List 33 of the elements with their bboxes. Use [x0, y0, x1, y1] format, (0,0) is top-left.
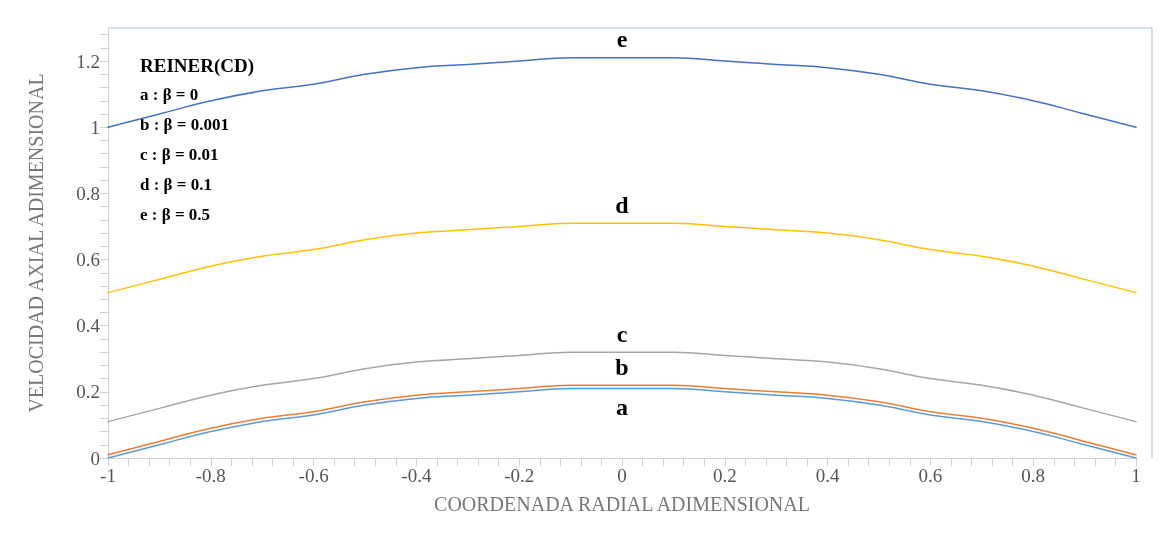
line-series — [107, 351, 1137, 423]
x-tick-label: 1 — [1131, 465, 1141, 486]
series-label: d — [615, 191, 630, 218]
series-label: b — [615, 353, 629, 380]
y-axis-title: VELOCIDAD AXIAL ADIMENSIONAL — [25, 73, 47, 413]
x-axis-title: COORDENADA RADIAL ADIMENSIONAL — [434, 493, 810, 515]
x-tick-label: -0.8 — [195, 465, 226, 486]
annotation: d : β = 0.1 — [140, 175, 213, 194]
x-tick-label: 0 — [617, 465, 627, 486]
annotation: e : β = 0.5 — [140, 205, 211, 224]
line-series — [107, 222, 1137, 294]
x-tick-label: 0.6 — [918, 465, 943, 486]
annotation: REINER(CD) — [140, 55, 254, 77]
y-tick-label: 0 — [90, 447, 100, 469]
x-tick-label: 0.8 — [1021, 465, 1046, 486]
y-tick-label: 1 — [90, 116, 100, 138]
series-label: e — [616, 26, 628, 53]
x-tick-label: -1 — [100, 465, 116, 486]
annotation: c : β = 0.01 — [140, 145, 219, 164]
y-tick-label: 0.4 — [76, 315, 101, 337]
y-tick-label: 0.2 — [76, 381, 100, 403]
x-tick-label: -0.2 — [504, 465, 535, 486]
x-tick-label: -0.4 — [401, 465, 432, 486]
x-tick-label: -0.6 — [298, 465, 329, 486]
x-tick-label: 0.2 — [712, 465, 737, 486]
y-tick-label: 0.6 — [76, 249, 100, 271]
y-tick-label: 0.8 — [76, 182, 100, 204]
series-label: a — [616, 394, 628, 421]
y-tick-label: 1.2 — [76, 50, 100, 72]
x-tick-label: 0.4 — [815, 465, 840, 486]
annotation: b : β = 0.001 — [140, 115, 230, 134]
annotation: a : β = 0 — [140, 85, 199, 104]
series-label: c — [616, 320, 628, 347]
